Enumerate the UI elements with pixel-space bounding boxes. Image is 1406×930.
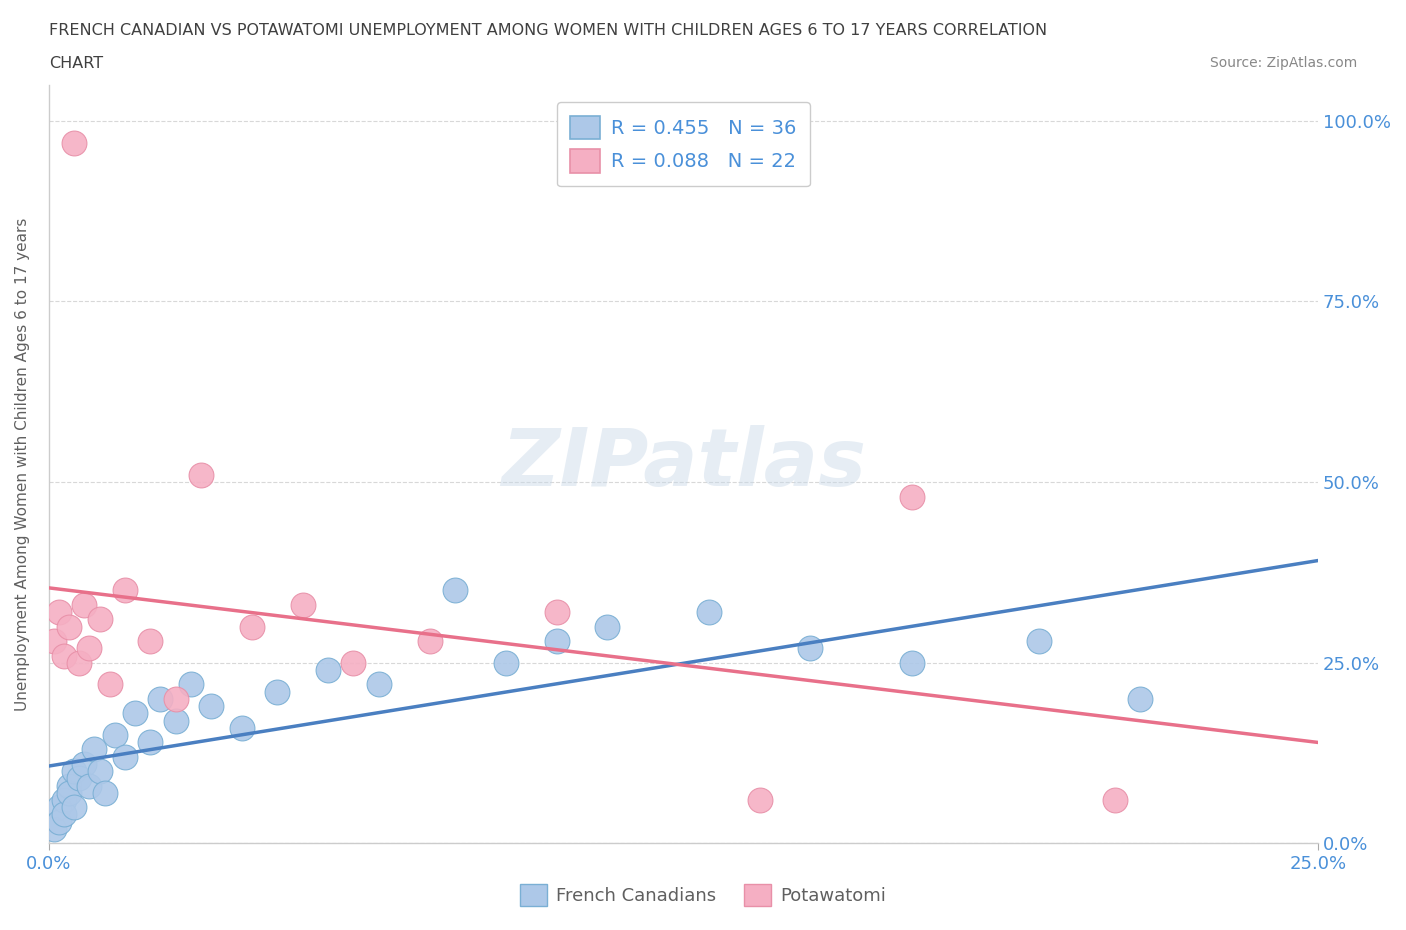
Point [63, 764, 86, 778]
Point [58, 785, 80, 800]
Point [67, 656, 90, 671]
Point [165, 691, 187, 706]
Point [1028, 633, 1050, 648]
Point [53, 792, 76, 807]
Point [901, 656, 924, 671]
Legend: R = 0.455   N = 36, R = 0.088   N = 22: R = 0.455 N = 36, R = 0.088 N = 22 [557, 102, 810, 186]
Point [367, 677, 389, 692]
Point [83, 742, 105, 757]
Point [89, 612, 111, 627]
Point [190, 468, 212, 483]
Point [180, 677, 202, 692]
Text: Source: ZipAtlas.com: Source: ZipAtlas.com [1209, 56, 1357, 70]
Text: ZIPatlas: ZIPatlas [501, 425, 866, 503]
Point [63, 800, 86, 815]
Point [114, 750, 136, 764]
Point [48, 604, 70, 619]
Point [546, 633, 568, 648]
Point [444, 583, 467, 598]
Point [149, 691, 172, 706]
Point [596, 619, 619, 634]
Point [316, 662, 339, 677]
Point [799, 641, 821, 656]
Point [79, 641, 101, 656]
Point [748, 792, 770, 807]
Point [1129, 691, 1152, 706]
Point [58, 619, 80, 634]
Point [58, 778, 80, 793]
Point [42, 633, 65, 648]
Point [165, 713, 187, 728]
Point [124, 706, 146, 721]
Point [495, 656, 517, 671]
Point [63, 135, 86, 150]
Point [231, 721, 253, 736]
Point [79, 778, 101, 793]
Point [73, 756, 96, 771]
Point [139, 633, 162, 648]
Point [48, 815, 70, 830]
Point [139, 735, 162, 750]
Point [419, 633, 441, 648]
Point [901, 489, 924, 504]
Point [291, 597, 314, 612]
Legend: French Canadians, Potawatomi: French Canadians, Potawatomi [513, 877, 893, 913]
Point [342, 656, 364, 671]
Point [697, 604, 720, 619]
Text: CHART: CHART [49, 56, 103, 71]
Y-axis label: Unemployment Among Women with Children Ages 6 to 17 years: Unemployment Among Women with Children A… [15, 218, 30, 711]
Point [93, 785, 115, 800]
Point [266, 684, 288, 699]
Point [98, 677, 121, 692]
Point [240, 619, 263, 634]
Point [53, 807, 76, 822]
Point [42, 821, 65, 836]
Point [89, 764, 111, 778]
Point [200, 698, 222, 713]
Point [73, 597, 96, 612]
Point [546, 604, 568, 619]
Text: FRENCH CANADIAN VS POTAWATOMI UNEMPLOYMENT AMONG WOMEN WITH CHILDREN AGES 6 TO 1: FRENCH CANADIAN VS POTAWATOMI UNEMPLOYME… [49, 23, 1047, 38]
Point [104, 727, 127, 742]
Point [53, 648, 76, 663]
Point [67, 771, 90, 786]
Point [48, 800, 70, 815]
Point [114, 583, 136, 598]
Point [1104, 792, 1126, 807]
